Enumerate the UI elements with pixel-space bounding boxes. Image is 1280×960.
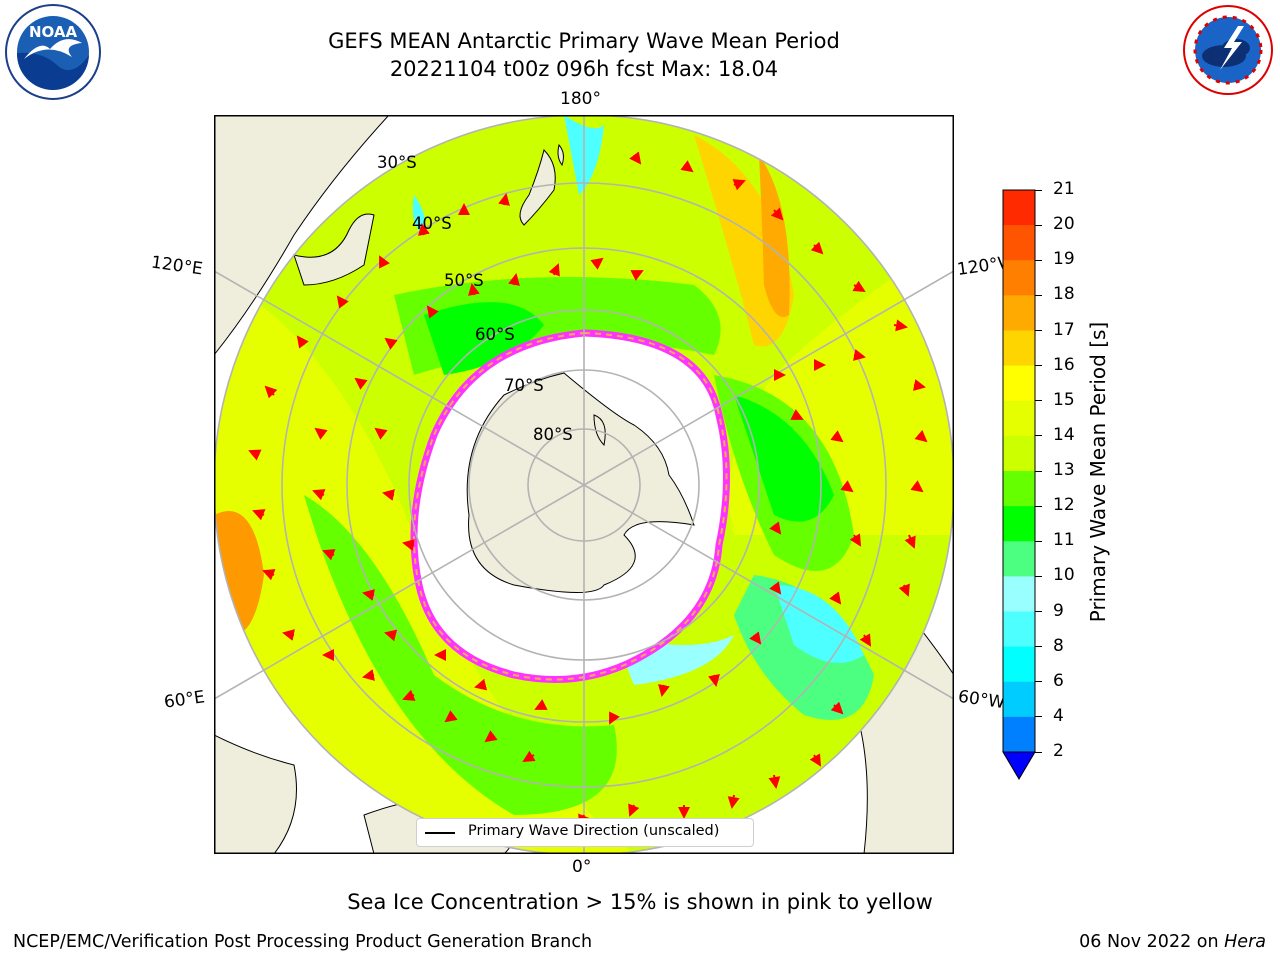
colorbar-tick-label: 8 — [1053, 635, 1064, 656]
colorbar-tick-mark — [1035, 330, 1042, 331]
colorbar-label: Primary Wave Mean Period [s] — [1086, 321, 1110, 623]
sea-ice-note: Sea Ice Concentration > 15% is shown in … — [347, 890, 933, 914]
plot-title: GEFS MEAN Antarctic Primary Wave Mean Pe… — [328, 29, 840, 53]
lon-label-60e: 60°E — [162, 687, 207, 713]
land-australia — [293, 213, 375, 286]
lat-label-70s: 70°S — [504, 376, 544, 395]
land-australia-corner — [214, 115, 390, 356]
colorbar-tick-label: 18 — [1053, 284, 1075, 305]
colorbar-tick-label: 4 — [1053, 705, 1064, 726]
wave-direction-arrows — [248, 151, 928, 827]
nws-logo — [1183, 5, 1273, 95]
polar-map: 30°S 40°S 50°S 60°S 70°S 80°S — [214, 115, 954, 854]
legend-label: Primary Wave Direction (unscaled) — [468, 823, 720, 839]
lat-label-40s: 40°S — [412, 214, 452, 233]
colorbar-band — [1003, 506, 1035, 542]
colorbar-tick-mark — [1035, 435, 1042, 437]
colorbar-tick-mark — [1035, 611, 1042, 612]
credit-host: Hera — [1224, 932, 1266, 952]
colorbar-band — [1003, 716, 1035, 753]
lat-label-80s: 80°S — [533, 425, 573, 444]
colorbar-tick-mark — [1035, 681, 1042, 683]
colorbar-band — [1003, 365, 1035, 402]
credit-right: 06 Nov 2022 on Hera — [1079, 932, 1266, 952]
colorbar-extend-arrow — [1002, 751, 1036, 780]
colorbar-tick-label: 10 — [1053, 565, 1075, 586]
colorbar-band — [1003, 646, 1035, 683]
graticule — [214, 115, 954, 854]
plot-subtitle: 20221104 t00z 096h fcst Max: 18.04 — [389, 57, 779, 81]
colorbar-band — [1003, 681, 1035, 718]
colorbar-band — [1003, 435, 1035, 472]
colorbar-band — [1003, 400, 1035, 437]
colorbar-tick-label: 12 — [1053, 495, 1075, 516]
lon-label-120e: 120°E — [149, 252, 204, 280]
colorbar-tick-mark — [1035, 575, 1042, 577]
colorbar-band — [1003, 471, 1035, 507]
colorbar-tick-mark — [1035, 716, 1042, 718]
lon-label-60w: 60°W — [956, 686, 1007, 714]
colorbar-band — [1003, 295, 1035, 331]
colorbar-tick-label: 6 — [1053, 670, 1064, 691]
colorbar-tick-label: 11 — [1053, 530, 1075, 551]
lon-label-180: 180° — [560, 89, 601, 109]
colorbar-tick-mark — [1035, 224, 1042, 226]
colorbar-tick-label: 13 — [1053, 460, 1075, 480]
colorbar-tick-label: 21 — [1053, 179, 1075, 199]
colorbar-tick-mark — [1035, 751, 1042, 753]
lat-label-30s: 30°S — [377, 153, 417, 172]
colorbar-tick-label: 9 — [1053, 600, 1064, 621]
colorbar-tick-label: 16 — [1053, 354, 1075, 375]
colorbar-tick-mark — [1035, 646, 1042, 648]
colorbar-tick-mark — [1035, 189, 1042, 191]
colorbar-tick-label: 2 — [1053, 741, 1064, 761]
land-africa-corner — [214, 734, 297, 854]
map-legend: Primary Wave Direction (unscaled) — [416, 818, 754, 847]
lat-label-60s: 60°S — [475, 325, 515, 344]
colorbar-band — [1003, 190, 1035, 226]
colorbar-tick-mark — [1035, 294, 1042, 296]
colorbar-band — [1003, 225, 1035, 261]
colorbar-band — [1003, 541, 1035, 577]
land-new-zealand — [519, 149, 556, 226]
legend-line — [425, 832, 455, 834]
colorbar-tick-mark — [1035, 365, 1042, 367]
colorbar-tick-mark — [1035, 470, 1042, 472]
colorbar-band — [1003, 611, 1035, 648]
lon-label-0: 0° — [572, 857, 592, 877]
colorbar-band — [1003, 330, 1035, 367]
credit-date: 06 Nov 2022 on — [1079, 932, 1225, 952]
colorbar-tick-mark — [1035, 400, 1042, 402]
colorbar-tick-label: 14 — [1053, 424, 1075, 445]
colorbar-tick-label: 15 — [1053, 389, 1075, 410]
noaa-logo: NOAA — [5, 4, 101, 100]
lat-label-50s: 50°S — [444, 271, 484, 290]
colorbar-tick-label: 19 — [1053, 249, 1075, 270]
colorbar-tick-mark — [1035, 540, 1042, 542]
colorbar-band — [1003, 260, 1035, 296]
colorbar — [1002, 189, 1036, 780]
colorbar-tick-label: 17 — [1053, 319, 1075, 340]
colorbar-band — [1003, 576, 1035, 612]
credit-left: NCEP/EMC/Verification Post Processing Pr… — [13, 932, 593, 952]
colorbar-tick-label: 20 — [1053, 214, 1075, 235]
colorbar-tick-mark — [1035, 505, 1042, 507]
colorbar-tick-mark — [1035, 259, 1042, 261]
noaa-logo-text: NOAA — [29, 23, 78, 41]
